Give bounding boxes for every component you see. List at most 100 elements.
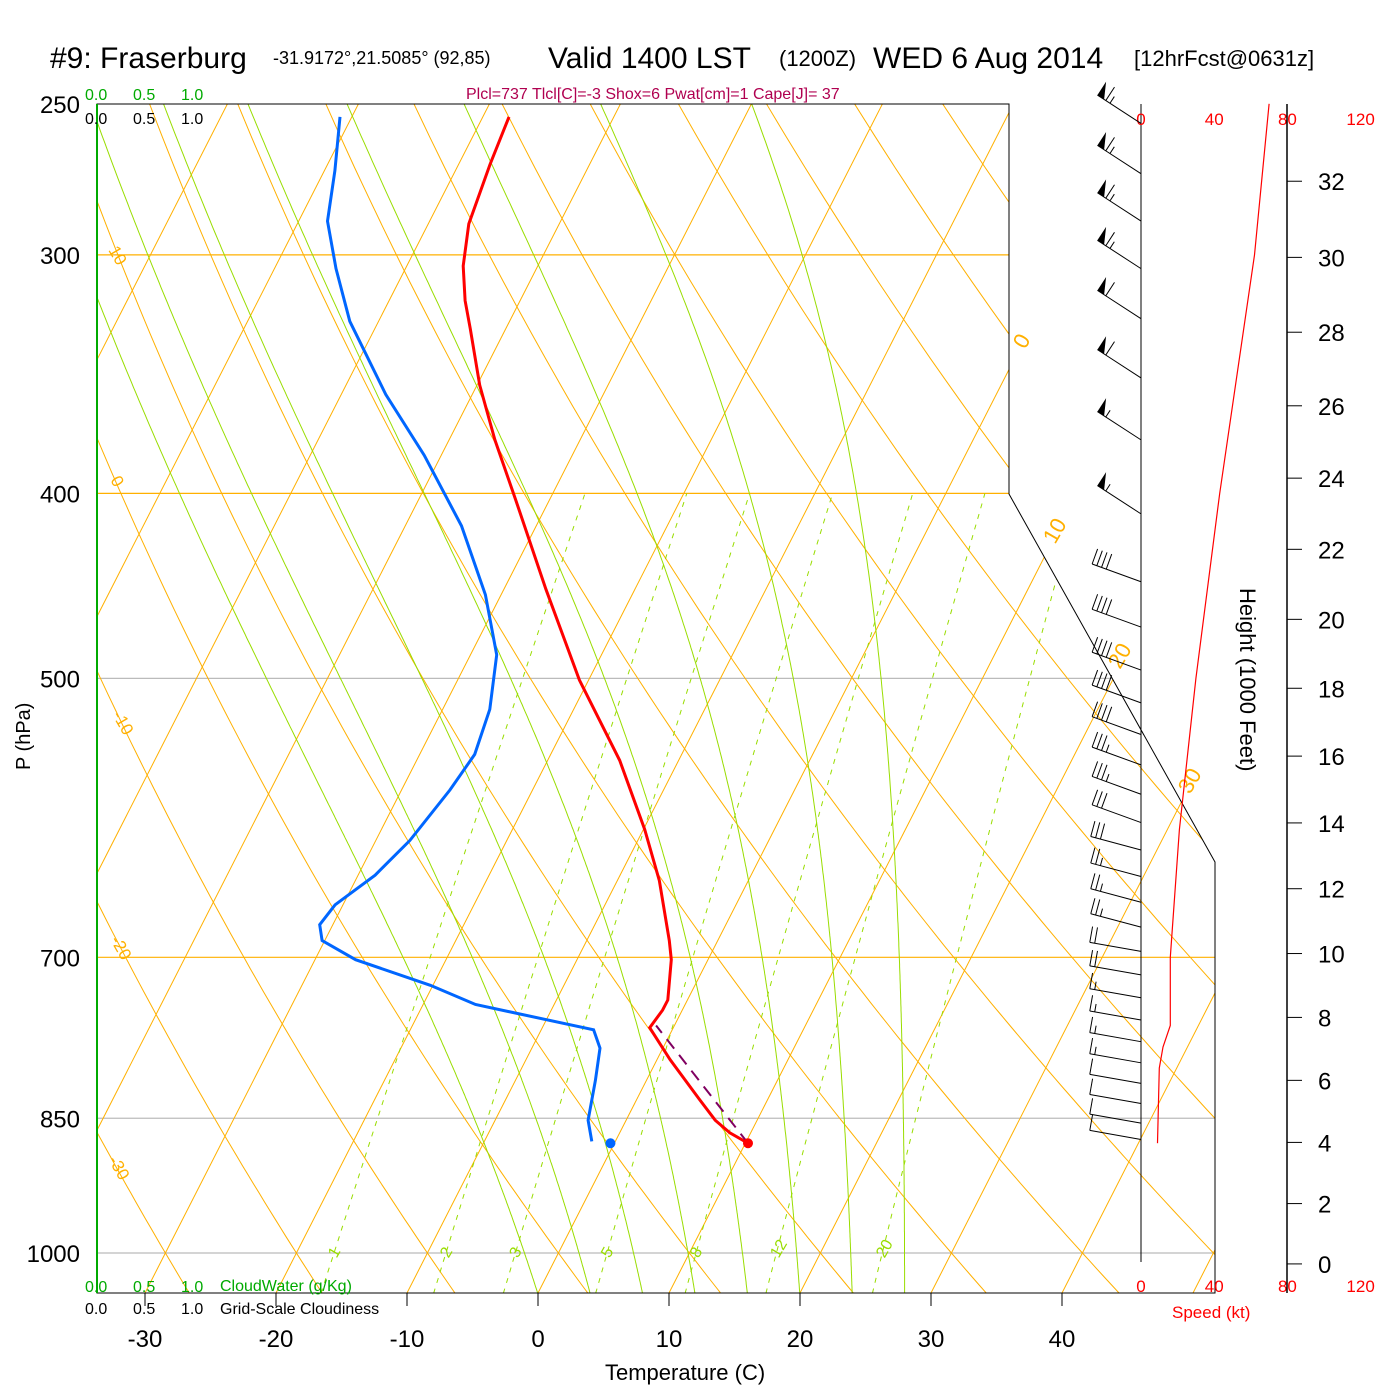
- barb-feather: [1095, 848, 1101, 865]
- height-tick-label: 8: [1318, 1005, 1331, 1032]
- mixing-ratio-label: 8: [687, 1244, 706, 1260]
- moist-adiabat: [150, 104, 644, 1293]
- temperature-line: [461, 116, 749, 1145]
- thermo-grid: 1 2 3 5 8 12 20: [97, 70, 1400, 1301]
- adiabat-label: 0: [1008, 329, 1036, 352]
- barb-pennant: [1097, 398, 1107, 416]
- cloudwater-tick: 0.0: [85, 87, 107, 104]
- wind-barb: [1091, 669, 1142, 704]
- barb-feather: [1101, 597, 1108, 613]
- barb-feather: [1101, 673, 1108, 689]
- barb-feather: [1091, 731, 1099, 748]
- mixing-ratio-line: [433, 493, 688, 1293]
- mixing-ratio-line: [871, 493, 1081, 1293]
- stability-indices: Plcl=737 Tlcl[C]=-3 Shox=6 Pwat[cm]=1 Ca…: [466, 86, 840, 103]
- barb-staff: [1091, 746, 1142, 766]
- barb-half-feather: [1094, 981, 1097, 990]
- barb-feather: [1089, 1078, 1094, 1095]
- barb-feather: [1096, 638, 1103, 655]
- cloudwater-tick: 0.5: [133, 1279, 155, 1296]
- mixing-ratio-label: 20: [873, 1237, 897, 1261]
- moist-adiabat: [97, 104, 591, 1293]
- barb-staff: [1091, 775, 1142, 795]
- axes: 100-10-20-300102030250300400500700850100…: [27, 81, 1375, 1353]
- adiabat-label: 30: [1173, 764, 1207, 798]
- barb-feather: [1090, 847, 1096, 864]
- barb-staff: [1089, 941, 1142, 952]
- barb-pennant: [1097, 226, 1107, 245]
- isotherm: [668, 104, 1215, 1293]
- dry-adiabat: [658, 104, 1215, 1293]
- speed-tick-label: 40: [1205, 1277, 1224, 1296]
- cloudiness-tick: 1.0: [181, 1301, 203, 1318]
- barb-half-feather: [1109, 146, 1115, 154]
- y-axis-label: P (hPa): [13, 703, 35, 770]
- parcel-line: [655, 1024, 749, 1144]
- isotherm: [799, 104, 1215, 1293]
- barb-staff: [1091, 804, 1142, 824]
- barb-feather: [1091, 789, 1099, 805]
- wind-barb: [1089, 1037, 1142, 1064]
- speed-axis-label: Speed (kt): [1172, 1303, 1250, 1322]
- wind-barb: [1097, 336, 1142, 379]
- height-tick-label: 26: [1318, 394, 1345, 421]
- barb-feather: [1089, 995, 1094, 1012]
- wind-barb: [1090, 847, 1142, 878]
- mixing-ratio-label: 12: [767, 1237, 791, 1261]
- barb-feather: [1105, 86, 1115, 101]
- barb-staff: [1091, 684, 1142, 704]
- moist-adiabat: [97, 104, 539, 1293]
- pressure-tick-label: 300: [40, 243, 80, 270]
- pressure-tick-label: 1000: [27, 1241, 80, 1268]
- barb-feather: [1089, 1098, 1094, 1115]
- isotherm: [144, 104, 770, 1293]
- barb-feather: [1091, 548, 1099, 565]
- barb-staff: [1091, 608, 1142, 628]
- barb-feather: [1105, 232, 1115, 247]
- barb-feather: [1101, 764, 1108, 781]
- barb-half-feather: [1099, 908, 1103, 917]
- surface-dewpoint-dot: [605, 1138, 616, 1149]
- barb-staff: [1089, 1032, 1142, 1043]
- speed-tick-label: 120: [1346, 1277, 1374, 1296]
- cloudiness-tick: 0.5: [133, 1301, 155, 1318]
- temperature-tick-label: 10: [656, 1326, 683, 1353]
- dry-adiabat: [97, 104, 595, 1293]
- cloudiness-tick: 0.0: [85, 1301, 107, 1318]
- barb-feather: [1089, 1016, 1094, 1033]
- mixing-ratio-line: [320, 493, 586, 1293]
- barb-feather: [1101, 704, 1108, 721]
- barb-staff: [1090, 836, 1142, 851]
- cloudwater-tick: 0.5: [133, 87, 155, 104]
- barb-staff: [1097, 289, 1142, 320]
- surface-temperature-dot: [742, 1138, 753, 1149]
- barb-staff: [1097, 144, 1142, 175]
- barb-feather: [1096, 733, 1103, 749]
- barb-feather: [1101, 640, 1108, 656]
- barb-feather: [1105, 341, 1115, 356]
- pressure-tick-label: 850: [40, 1106, 80, 1133]
- barb-staff: [1089, 988, 1142, 999]
- pressure-tick-label: 700: [40, 945, 80, 972]
- wind-barb: [1090, 820, 1142, 851]
- adiabat-label: 10: [1038, 514, 1072, 548]
- wind-barb: [1097, 276, 1142, 320]
- speed-tick-label: 40: [1205, 110, 1224, 129]
- mixing-ratio-line: [765, 493, 986, 1293]
- barb-half-feather: [1094, 1003, 1097, 1012]
- wind-barb: [1097, 226, 1142, 270]
- height-tick-label: 28: [1318, 320, 1345, 347]
- wind-barb: [1089, 995, 1142, 1021]
- cloudiness-label: Grid-Scale Cloudiness: [220, 1301, 379, 1318]
- speed-tick-label: 0: [1136, 110, 1145, 129]
- isotherm: [275, 104, 901, 1293]
- adiabat-label: -10: [109, 708, 138, 739]
- barb-feather: [1095, 874, 1101, 891]
- dry-adiabat: [1356, 70, 1400, 1301]
- wind-barb: [1089, 1114, 1142, 1140]
- temperature-tick-label: -20: [259, 1326, 294, 1353]
- mixing-ratio-line: [684, 493, 914, 1293]
- wind-barb: [1091, 637, 1142, 671]
- barb-feather: [1090, 820, 1096, 837]
- diagram-border: [96, 103, 1216, 1294]
